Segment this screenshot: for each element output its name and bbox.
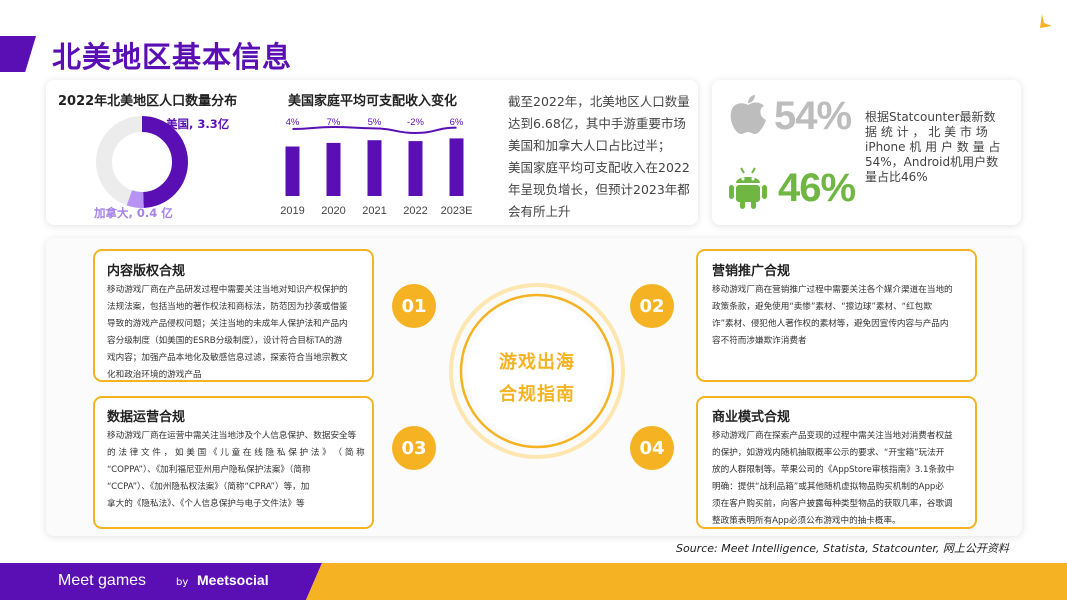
growth-trend-line [292,125,457,135]
page-title: 北美地区基本信息 [52,40,293,74]
text-line: 导致的游戏产品侵权问题；关注当地的未成年人保护法和产品内 [107,319,348,329]
donut-slice-1 [126,190,144,208]
income-growth-label: -2% [407,117,424,128]
footer-bar [0,563,1067,600]
compliance-card-data [93,396,374,529]
number-badge-01: 01 [392,284,436,328]
text-line: 明确：提供“战利品箱”或其他随机虚拟物品购买机制的App必 [712,482,944,492]
summary-line: 美国和加拿大人口占比过半； [508,138,671,153]
os-share-text: 根据Statcounter最新数 据 统 计 ， 北 美 市 场 iPhone … [865,110,1001,185]
income-bar [367,140,382,196]
corner-triangle-icon [1040,14,1052,28]
income-axis-label: 2021 [362,205,386,217]
summary-line: 截至2022年，北美地区人口数量 [508,94,690,109]
text-line: 拿大的《隐私法》、《个人信息保护与电子文件法》等 [107,499,305,509]
population-donut-chart [96,116,188,208]
income-bar [326,142,341,196]
title-accent-bar [0,36,36,72]
summary-line: 年呈现负增长，但预计2023年都 [508,182,690,197]
number-badge-03: 03 [392,426,436,470]
text-line: 容不符而涉嫌欺诈消费者 [712,336,807,346]
income-growth-label: 5% [368,117,382,128]
footer-by-text: by [176,577,189,588]
income-bar [408,141,423,196]
income-growth-label: 4% [286,117,300,128]
income-axis-label: 2023E [441,205,473,217]
income-axis-label: 2019 [280,205,304,217]
compliance-card-text: 移动游戏厂商在探索产品变现的过程中需关注当地对消费者权益 的保护，如游戏内随机抽… [712,428,970,530]
income-growth-label: 6% [450,117,464,128]
text-line: 化和政治环境的游戏产品 [107,370,202,380]
text-line: 移动游戏厂商在运营中需关注当地涉及个人信息保护、数据安全等 [107,431,357,441]
summary-line: 会有所上升 [508,204,571,219]
text-line: 移动游戏厂商在营销推广过程中需要关注各个媒介渠道在当地的 [712,285,953,295]
text-line: 的 法 律 文 件 ， 如 美 国 《 儿 童 在 线 隐 私 保 护 法 》 … [107,448,365,458]
os-text-line: 根据Statcounter最新数 [865,110,996,124]
os-text-line: iPhone 机 用 户 数 量 占 [865,140,1001,154]
os-text-line: 量占比46% [865,170,928,184]
income-axis-label: 2022 [403,205,427,217]
compliance-card-business [696,396,977,529]
compliance-card-text: 移动游戏厂商在营销推广过程中需要关注各个媒介渠道在当地的 政策条款，避免使用“卖… [712,282,970,350]
text-line: “COPPA”）、《加利福尼亚州用户隐私保护法案》（简称 [107,465,311,475]
text-line: 政策条款，避免使用“卖惨”素材、“擦边球”素材、“红包欺 [712,302,932,312]
apple-icon [730,95,766,134]
number-badge-04: 04 [630,426,674,470]
income-bar-chart: 2019 4% 2020 7% 2021 5% 2022 -2% 2023E 6% [280,117,473,217]
text-line: “CCPA”）、《加州隐私权法案》（简称“CPRA”）等，加 [107,482,310,492]
android-share-value: 46% [778,166,856,210]
summary-text: 截至2022年，北美地区人口数量 达到6.68亿，其中手游重要市场 美国和加拿大… [508,91,694,223]
number-badge-02: 02 [630,284,674,328]
android-icon [729,167,767,209]
text-line: 整政策表明所有App必须公布游戏中的抽卡概率。 [712,516,901,526]
summary-line: 达到6.68亿，其中手游重要市场 [508,116,686,131]
text-line: 法规法案，包括当地的著作权法和商标法，防范因为抄袭或借鉴 [107,302,348,312]
donut-slice-0 [141,116,188,208]
os-text-line: 据 统 计 ， 北 美 市 场 [865,125,988,139]
compliance-card-title: 营销推广合规 [712,264,791,279]
compliance-card-title: 商业模式合规 [712,410,791,425]
summary-line: 美国家庭平均可支配收入在2022 [508,160,690,175]
text-line: 戏内容；加强产品本地化及敏感信息过滤，探索符合当地宗教文 [107,353,348,363]
text-line: 诈”素材、侵犯他人著作权的素材等，避免因宣传内容与产品内 [712,319,949,329]
footer-logo-meetgames: Meet games [58,572,147,589]
donut-label-usa: 美国, 3.3亿 [166,117,230,131]
center-title-line1: 游戏出海 [499,352,575,373]
population-chart-title: 2022年北美地区人口数量分布 [58,94,238,109]
compliance-card-content [93,249,374,382]
text-line: 放的人群限制等。苹果公司的《AppStore审核指南》3.1条款中 [712,465,955,475]
ios-share-value: 54% [774,94,852,138]
text-line: 的保护，如游戏内随机抽取概率公示的要求、“开宝箱”玩法开 [712,448,945,458]
compliance-card-title: 内容版权合规 [107,264,186,279]
center-ring-graphic [449,283,625,459]
text-line: 须在客户购买前，向客户披露每种类型物品的获取几率，谷歌调 [712,499,953,509]
compliance-card-marketing [696,249,977,382]
os-share-card [712,80,1021,225]
text-line: 移动游戏厂商在产品研发过程中需要关注当地对知识产权保护的 [107,285,348,295]
compliance-card-text: 移动游戏厂商在产品研发过程中需要关注当地对知识产权保护的 法规法案，包括当地的著… [107,282,369,384]
source-note: Source: Meet Intelligence, Statista, Sta… [676,542,1009,555]
income-bar [449,138,464,196]
footer-logo-meetsocial: Meetsocial [197,572,269,588]
income-axis-label: 2020 [321,205,345,217]
compliance-card-text: 移动游戏厂商在运营中需关注当地涉及个人信息保护、数据安全等 的 法 律 文 件 … [107,428,369,513]
text-line: 容分级制度（如美国的ESRB分级制度），设计符合目标TA的游 [107,336,343,346]
os-text-line: 54%，Android机用户数 [865,155,999,169]
text-line: 移动游戏厂商在探索产品变现的过程中需关注当地对消费者权益 [712,431,953,441]
center-title-line2: 合规指南 [499,384,575,405]
income-growth-label: 7% [327,117,341,128]
compliance-card-title: 数据运营合规 [107,410,186,425]
donut-label-canada: 加拿大, 0.4 亿 [94,206,173,220]
income-bar [285,146,300,196]
income-chart-title: 美国家庭平均可支配收入变化 [288,94,458,109]
